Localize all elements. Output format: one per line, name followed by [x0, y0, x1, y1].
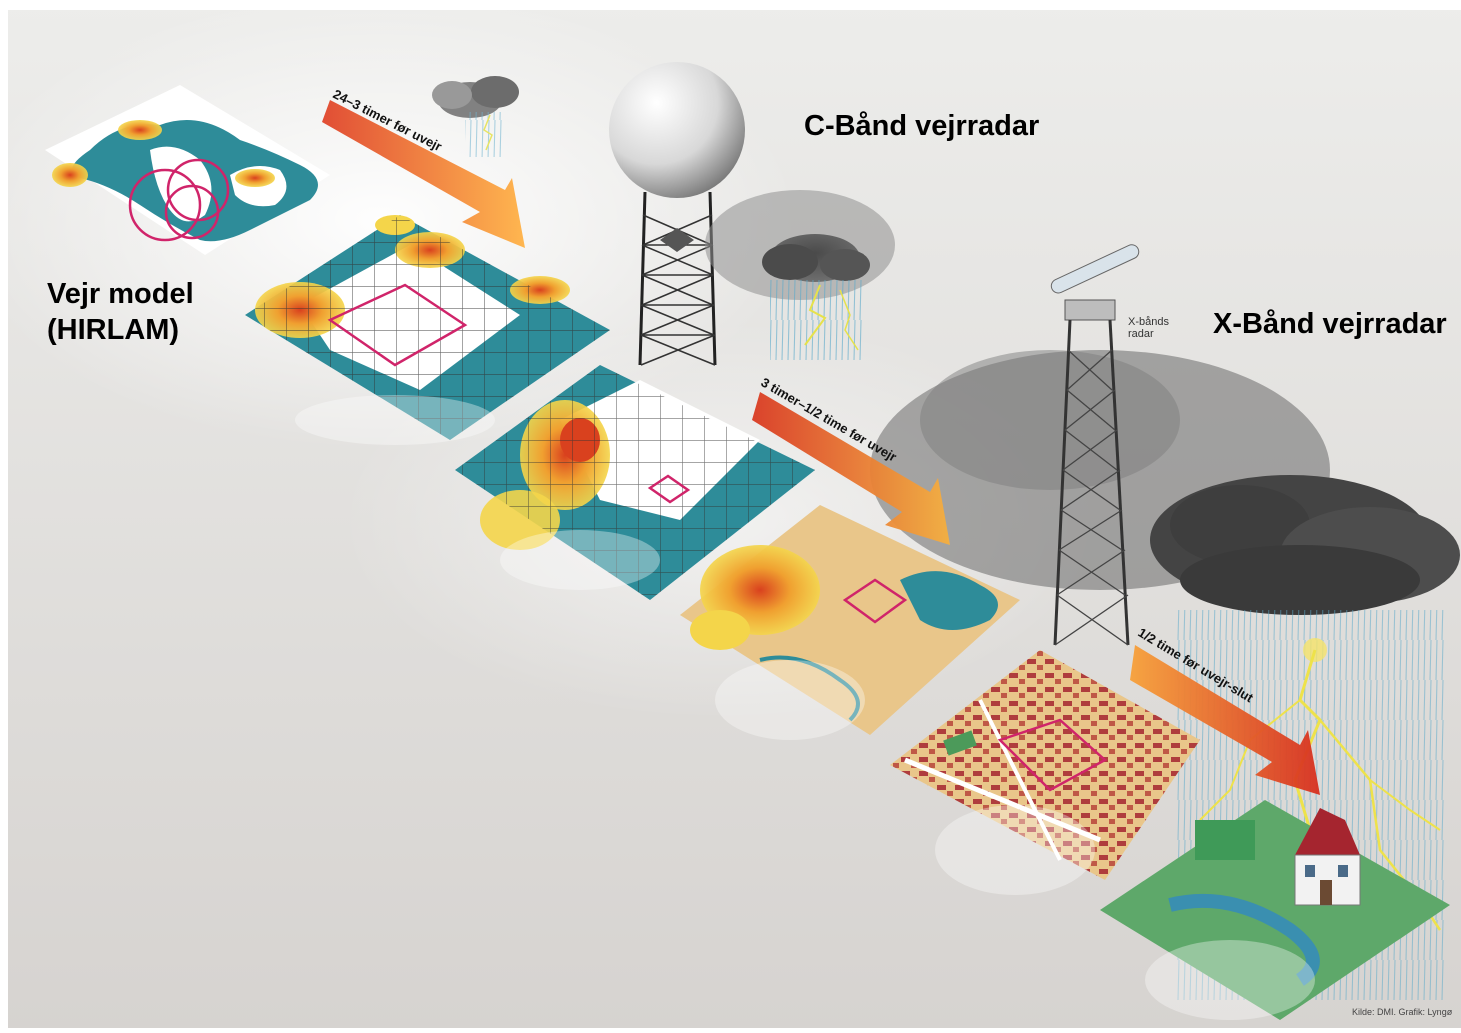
- c-band-storm-cloud: [705, 190, 895, 360]
- weather-model-label-line2: (HIRLAM): [47, 314, 180, 346]
- x-band-radar-tower: [1050, 244, 1140, 646]
- map-layer-region: [680, 505, 1020, 735]
- c-band-radar-label: C-Bånd vejrradar: [804, 110, 1040, 142]
- small-cloud: [432, 76, 519, 157]
- c-band-radar-tower: [609, 62, 745, 366]
- source-credit: Kilde: DMI. Grafik: Lyngø: [1352, 1007, 1453, 1017]
- weather-model-label: Vejr model (HIRLAM): [47, 276, 194, 348]
- map-layer-europe: [45, 85, 330, 255]
- map-layer-denmark: [455, 365, 815, 600]
- map-layer-scandinavia: [245, 215, 610, 440]
- weather-model-label-line1: Vejr model: [47, 278, 194, 310]
- layer-shadows: [295, 395, 1315, 1020]
- x-bands-radar-small-label: X-bånds radar: [1128, 316, 1169, 340]
- x-band-radar-label: X-Bånd vejrradar: [1213, 308, 1447, 340]
- map-layer-city: [890, 650, 1200, 880]
- map-layer-house: [1100, 800, 1450, 1020]
